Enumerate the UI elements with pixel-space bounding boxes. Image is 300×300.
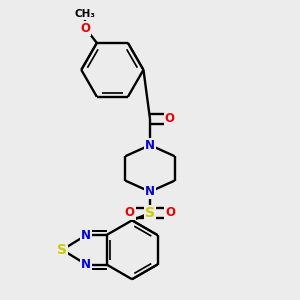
Text: O: O: [165, 112, 175, 125]
Text: N: N: [81, 229, 91, 242]
Text: O: O: [165, 206, 175, 220]
Text: N: N: [145, 139, 155, 152]
Text: O: O: [80, 22, 90, 35]
Text: N: N: [145, 185, 155, 198]
Text: CH₃: CH₃: [75, 10, 96, 20]
Text: S: S: [57, 243, 67, 257]
Text: O: O: [125, 206, 135, 220]
Text: N: N: [81, 258, 91, 271]
Text: S: S: [145, 206, 155, 220]
